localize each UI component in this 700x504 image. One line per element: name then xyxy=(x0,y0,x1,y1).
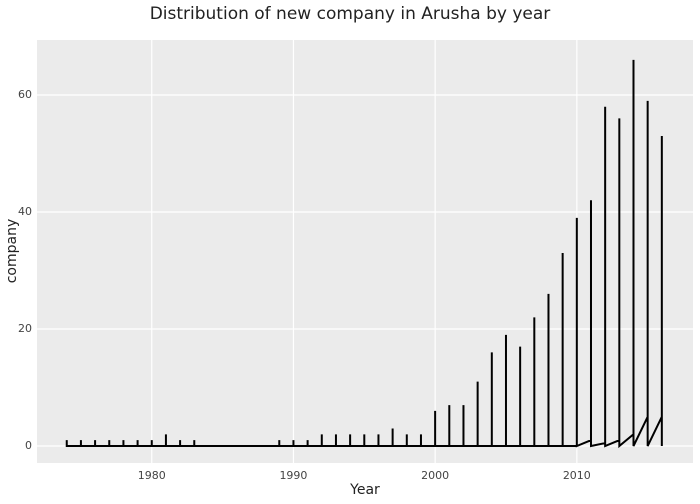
x-tick-label: 2000 xyxy=(421,469,449,482)
y-axis-label: company xyxy=(4,219,20,284)
plot-area xyxy=(37,40,693,463)
y-tick-label: 0 xyxy=(25,439,32,452)
x-axis-label: Year xyxy=(349,482,380,498)
x-tick-label: 1990 xyxy=(279,469,307,482)
x-tick-label: 1980 xyxy=(138,469,166,482)
x-tick-label: 2010 xyxy=(563,469,591,482)
y-tick-label: 60 xyxy=(18,88,32,101)
data-line xyxy=(65,59,663,449)
chart-title: Distribution of new company in Arusha by… xyxy=(150,4,551,24)
y-tick-label: 40 xyxy=(18,205,32,218)
y-tick-label: 20 xyxy=(18,322,32,335)
